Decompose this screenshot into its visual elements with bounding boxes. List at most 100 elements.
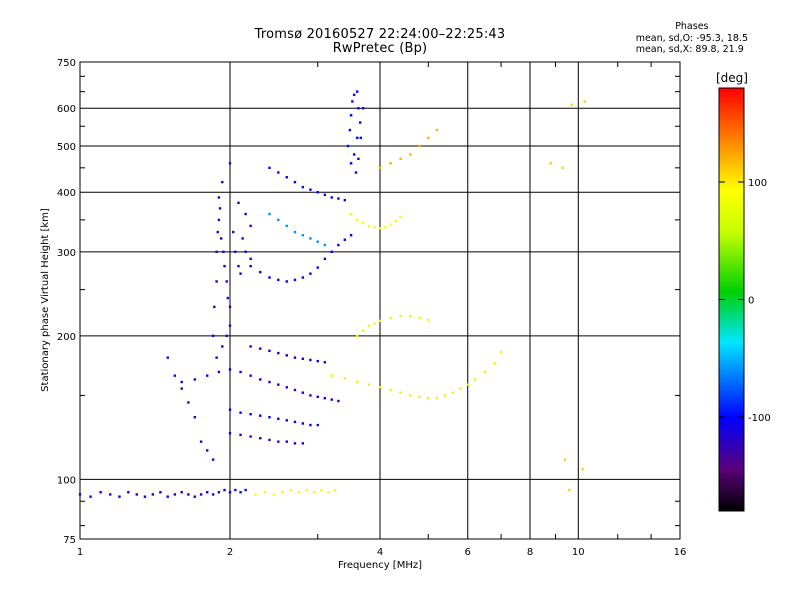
data-point xyxy=(323,243,327,247)
chart-title: Tromsø 20160527 22:24:00–22:25:43 xyxy=(254,27,506,42)
data-point xyxy=(239,433,242,437)
data-point xyxy=(357,157,360,161)
data-point xyxy=(89,495,92,498)
data-point xyxy=(277,278,280,282)
phases-title: Phases xyxy=(675,21,709,32)
data-point xyxy=(263,491,267,494)
data-point xyxy=(199,440,203,443)
data-point xyxy=(228,368,232,371)
data-point xyxy=(337,197,340,200)
data-point xyxy=(309,358,312,362)
data-point xyxy=(367,383,371,386)
data-point xyxy=(205,374,209,377)
data-point xyxy=(234,488,237,492)
data-point xyxy=(268,380,271,384)
data-point xyxy=(277,351,280,355)
data-point xyxy=(187,493,190,496)
data-point xyxy=(418,395,421,398)
data-point xyxy=(549,162,552,165)
data-point xyxy=(249,435,252,438)
data-point xyxy=(373,225,376,229)
data-point xyxy=(285,280,288,283)
data-point xyxy=(378,386,382,389)
data-point xyxy=(293,442,297,445)
data-point xyxy=(244,212,247,216)
phases-o-line: mean, sd,O: -95.3, 18.5 xyxy=(635,32,748,44)
data-point xyxy=(217,491,221,494)
data-point xyxy=(309,188,312,191)
data-point xyxy=(180,387,183,390)
data-point xyxy=(254,493,257,496)
data-point xyxy=(249,224,252,228)
data-point xyxy=(316,359,319,363)
data-point xyxy=(249,257,252,261)
data-point xyxy=(249,264,252,268)
data-point xyxy=(211,493,215,496)
data-point xyxy=(316,395,319,398)
data-point xyxy=(301,391,305,394)
data-point xyxy=(239,411,242,414)
data-point xyxy=(226,296,230,300)
data-point xyxy=(349,162,353,165)
data-point xyxy=(343,238,347,241)
data-point xyxy=(228,408,232,411)
data-point xyxy=(348,128,352,132)
data-point xyxy=(109,493,112,496)
data-point xyxy=(389,223,392,226)
data-point xyxy=(351,100,354,103)
data-point xyxy=(355,334,359,338)
data-point xyxy=(217,370,221,374)
data-point xyxy=(352,153,356,156)
data-point xyxy=(259,414,262,417)
data-point xyxy=(499,350,503,354)
data-point xyxy=(333,488,337,492)
y-tick-label: 300 xyxy=(57,248,76,259)
data-point xyxy=(361,221,365,225)
data-point xyxy=(221,180,224,184)
data-point xyxy=(343,376,347,380)
data-point xyxy=(389,162,392,165)
colorbar-ticks: 100 0 -100 xyxy=(719,178,771,424)
data-point xyxy=(316,266,319,269)
data-point xyxy=(223,264,226,268)
data-point xyxy=(293,388,297,392)
x-tick-label: 8 xyxy=(527,547,533,558)
data-point xyxy=(215,280,218,283)
data-point xyxy=(205,491,209,494)
data-point xyxy=(199,493,203,496)
x-tick-label: 6 xyxy=(465,547,471,558)
data-point xyxy=(259,347,262,350)
data-point xyxy=(349,234,353,237)
data-point xyxy=(193,495,197,498)
data-point xyxy=(249,345,252,348)
data-point xyxy=(354,171,358,174)
data-point xyxy=(309,394,312,397)
data-point xyxy=(483,370,487,374)
data-point xyxy=(327,491,330,494)
data-point xyxy=(218,207,222,210)
grid-lines xyxy=(80,62,680,539)
data-point xyxy=(316,240,319,243)
y-tick-label: 500 xyxy=(57,142,76,153)
data-point xyxy=(173,374,177,377)
colorbar-tick-label: 100 xyxy=(748,178,767,189)
phases-x-line: mean, sd,X: 89.8, 21.9 xyxy=(635,44,744,55)
data-point xyxy=(337,243,340,247)
data-point xyxy=(301,422,305,425)
data-point xyxy=(427,318,430,322)
data-point xyxy=(355,136,359,140)
data-point xyxy=(159,491,162,494)
data-point xyxy=(293,180,297,184)
data-point xyxy=(367,324,371,327)
data-point xyxy=(249,374,252,377)
data-point xyxy=(309,423,312,427)
data-point xyxy=(237,201,240,205)
data-point xyxy=(427,396,430,400)
data-point xyxy=(343,198,347,202)
data-point xyxy=(211,334,215,338)
y-axis-label: Stationary phase Virtual Height [km] xyxy=(40,208,51,392)
data-point xyxy=(118,495,121,498)
data-point xyxy=(367,224,371,228)
colorbar-tick-label: -100 xyxy=(748,413,771,424)
data-point xyxy=(378,227,382,230)
